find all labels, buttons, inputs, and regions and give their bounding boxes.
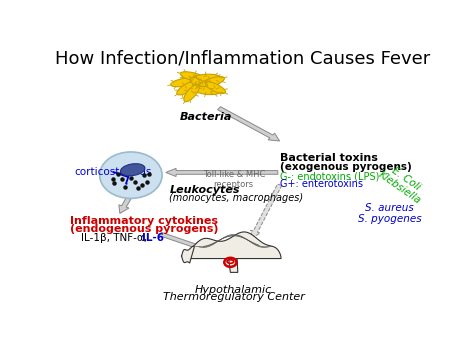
Text: (monocytes, macrophages): (monocytes, macrophages) [169, 193, 303, 203]
Text: IL-1β, TNF-α,: IL-1β, TNF-α, [82, 233, 151, 244]
Ellipse shape [190, 77, 211, 93]
Polygon shape [159, 232, 204, 250]
Text: IL-6: IL-6 [142, 233, 164, 244]
Ellipse shape [184, 85, 199, 102]
Ellipse shape [205, 82, 226, 93]
Text: How Infection/Inflammation Causes Fever: How Infection/Inflammation Causes Fever [55, 49, 430, 67]
Text: Toll-like & MHC
receptors: Toll-like & MHC receptors [202, 170, 265, 189]
Polygon shape [186, 232, 281, 258]
Text: Leukocytes: Leukocytes [169, 185, 240, 195]
Text: S. aureus
S. pyogenes: S. aureus S. pyogenes [358, 202, 422, 224]
Polygon shape [182, 246, 194, 263]
Text: Inflammatory cytokines: Inflammatory cytokines [70, 216, 218, 226]
Polygon shape [119, 193, 133, 213]
Text: Bacteria: Bacteria [180, 112, 232, 122]
Text: G+: enterotoxins: G+: enterotoxins [280, 179, 363, 189]
Text: Hypothalamic: Hypothalamic [195, 284, 273, 295]
Ellipse shape [180, 72, 206, 82]
Text: (exogenous pyrogens): (exogenous pyrogens) [280, 162, 411, 172]
Ellipse shape [120, 164, 145, 176]
Polygon shape [218, 107, 280, 141]
Ellipse shape [171, 78, 198, 87]
Ellipse shape [192, 86, 220, 94]
Polygon shape [166, 168, 278, 176]
Ellipse shape [177, 81, 199, 95]
Ellipse shape [192, 74, 220, 82]
Text: E. Coli
Klebsiella: E. Coli Klebsiella [376, 160, 429, 206]
Text: G-: endotoxins (LPS): G-: endotoxins (LPS) [280, 171, 379, 181]
Polygon shape [228, 259, 238, 272]
Text: Thermoregulatory Center: Thermoregulatory Center [163, 292, 305, 302]
Circle shape [100, 152, 162, 198]
Polygon shape [251, 184, 282, 238]
Ellipse shape [199, 77, 224, 88]
Text: (endogenous pyrogens): (endogenous pyrogens) [70, 224, 219, 234]
Text: corticosteroids: corticosteroids [74, 167, 151, 177]
Text: Bacterial toxins: Bacterial toxins [280, 153, 377, 163]
